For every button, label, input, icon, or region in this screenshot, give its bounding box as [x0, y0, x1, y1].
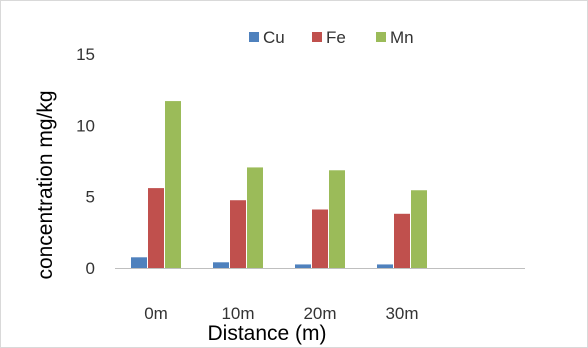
bars	[131, 101, 427, 268]
y-tick-label: 15	[76, 45, 95, 64]
legend-label-mn: Mn	[390, 28, 414, 47]
bar-mn-20m	[329, 170, 345, 268]
bar-fe-30m	[394, 213, 410, 268]
y-tick-label: 10	[76, 116, 95, 135]
bar-cu-30m	[377, 264, 393, 268]
bar-mn-10m	[247, 167, 263, 268]
y-axis-title: concentration mg/kg	[34, 90, 57, 279]
x-tick-label: 10m	[221, 304, 254, 323]
legend-label-fe: Fe	[326, 28, 346, 47]
x-tick-label: 20m	[303, 304, 336, 323]
legend-swatch-fe	[312, 32, 322, 42]
bar-fe-20m	[312, 209, 328, 268]
bar-mn-30m	[411, 190, 427, 268]
bar-cu-0m	[131, 257, 147, 268]
x-tick-label: 30m	[385, 304, 418, 323]
legend-swatch-cu	[249, 32, 259, 42]
y-tick-label: 0	[86, 259, 95, 278]
legend-swatch-mn	[376, 32, 386, 42]
x-axis-title: Distance (m)	[207, 322, 326, 345]
bar-mn-0m	[165, 101, 181, 268]
legend-label-cu: Cu	[263, 28, 285, 47]
x-tick-label: 0m	[144, 304, 168, 323]
bar-fe-0m	[148, 188, 164, 268]
bar-fe-10m	[230, 200, 246, 268]
bar-cu-20m	[295, 264, 311, 268]
legend: Cu Fe Mn	[249, 28, 414, 47]
y-tick-label: 5	[86, 188, 95, 207]
x-axis-ticks: 0m 10m 20m 30m	[144, 304, 418, 323]
bar-cu-10m	[213, 262, 229, 268]
y-axis-ticks: 0 5 10 15	[76, 45, 95, 278]
